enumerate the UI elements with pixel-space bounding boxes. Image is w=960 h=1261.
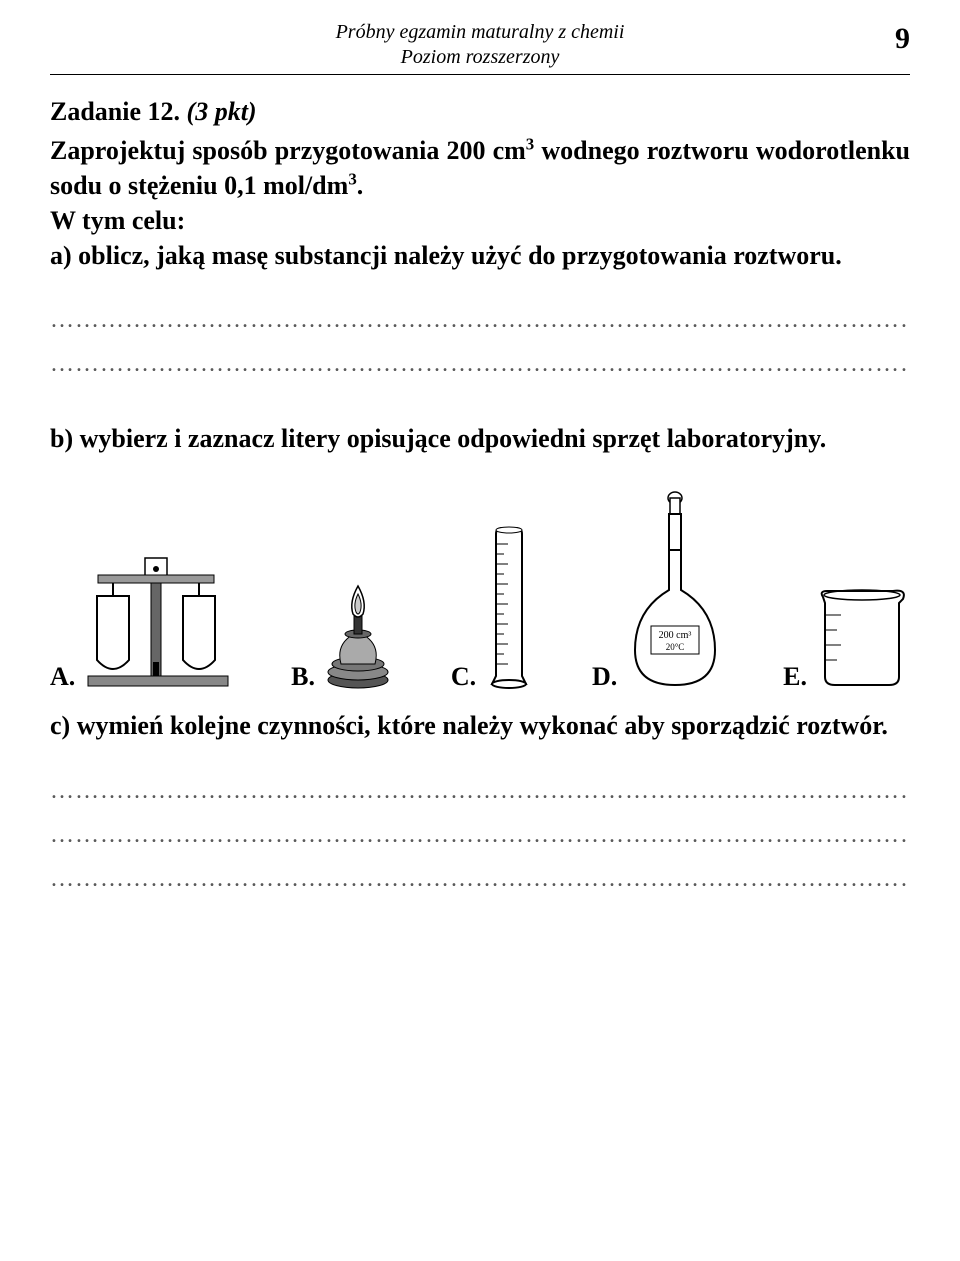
equipment-option-a[interactable]: A. [50,550,233,690]
task-part-c: c) wymień kolejne czynności, które należ… [50,708,910,743]
beaker-icon [815,585,910,690]
header-exam-title: Próbny egzamin maturalny z chemii [50,20,910,45]
equipment-option-d[interactable]: D. 200 cm³ 20°C [592,490,725,690]
task-part-b: b) wybierz i zaznacz litery opisujące od… [50,421,910,456]
answer-line[interactable] [50,778,910,822]
task-heading: Zadanie 12. (3 pkt) [50,97,910,127]
flask-volume-label: 200 cm³ [659,630,692,641]
balance-scale-icon [83,550,233,690]
page-header: Próbny egzamin maturalny z chemii Poziom… [50,20,910,75]
answer-lines-c [50,778,910,910]
answer-line[interactable] [50,351,910,395]
equipment-label: A. [50,664,75,690]
equipment-label: E. [783,664,807,690]
answer-line[interactable] [50,307,910,351]
page-number: 9 [895,22,910,56]
flask-temp-label: 20°C [666,642,685,652]
task-part-a: a) oblicz, jaką masę substancji należy u… [50,238,910,273]
equipment-option-e[interactable]: E. [783,585,910,690]
volumetric-flask-icon: 200 cm³ 20°C [625,490,725,690]
answer-line[interactable] [50,866,910,910]
equipment-option-b[interactable]: B. [291,580,393,690]
equipment-row: A. B. [50,490,910,690]
task-wtym: W tym celu: [50,203,910,238]
equipment-option-c[interactable]: C. [451,520,534,690]
task-number: Zadanie 12. [50,97,180,126]
equipment-label: B. [291,664,315,690]
equipment-label: D. [592,664,617,690]
task-intro: Zaprojektuj sposób przygotowania 200 cm3… [50,133,910,203]
equipment-label: C. [451,664,476,690]
header-level: Poziom rozszerzony [50,45,910,70]
graduated-cylinder-icon [484,520,534,690]
answer-line[interactable] [50,822,910,866]
burner-icon [323,580,393,690]
answer-lines-a [50,307,910,395]
task-points: (3 pkt) [187,97,257,126]
